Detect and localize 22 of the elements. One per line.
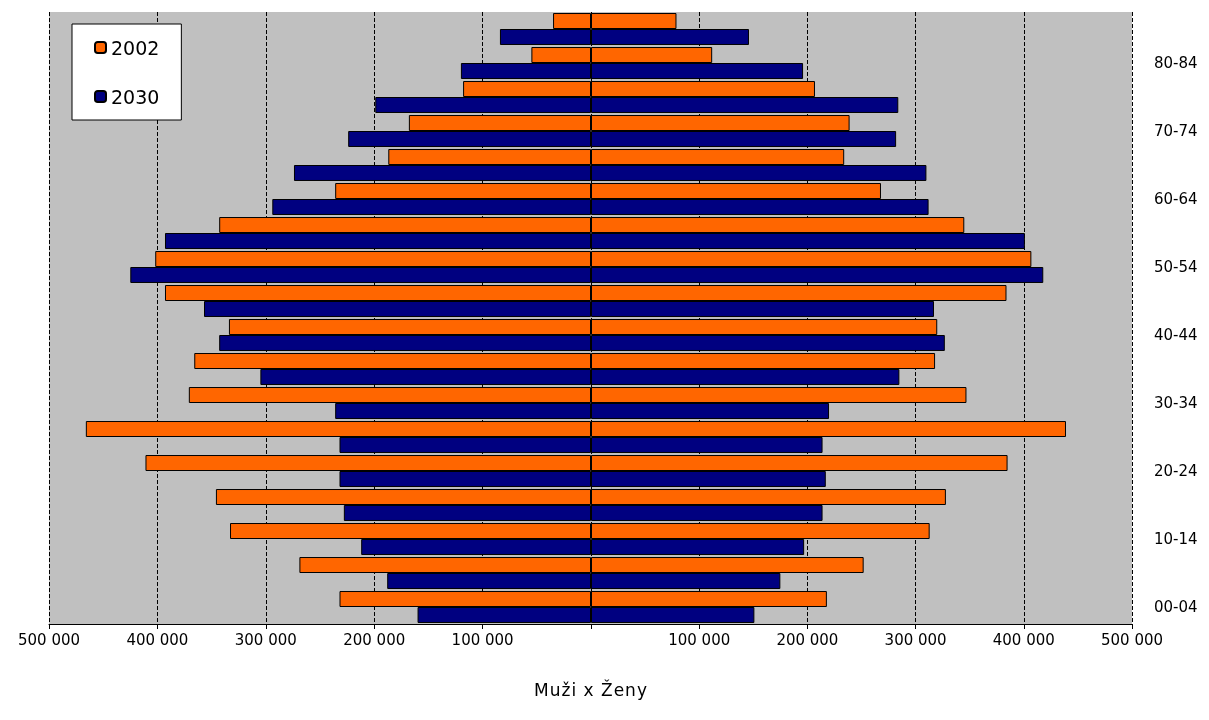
x-tick-label: 500 000 [1100, 630, 1164, 649]
x-tick-label: 100 000 [668, 630, 731, 649]
legend-label: 2030 [111, 85, 160, 108]
x-tick-label: 300 000 [884, 630, 947, 649]
x-tick-label: 200 000 [776, 630, 839, 649]
y-tick-label: 20-24 [1154, 462, 1198, 480]
y-tick-label: 50-54 [1154, 258, 1198, 276]
y-tick-label: 00-04 [1154, 598, 1198, 616]
x-tick-label: 300 000 [234, 630, 297, 649]
y-tick-label: 70-74 [1154, 122, 1198, 140]
legend-label: 2002 [111, 36, 160, 59]
x-tick-label: 400 000 [992, 630, 1055, 649]
x-tick-label: 500 000 [17, 630, 81, 649]
y-tick-label: 60-64 [1154, 190, 1198, 208]
y-tick-label: 10-14 [1154, 530, 1198, 548]
y-tick-label: 80-84 [1154, 54, 1198, 72]
x-tick-label: 200 000 [343, 630, 406, 649]
y-tick-label: 30-34 [1154, 394, 1198, 412]
y-tick-label: 40-44 [1154, 326, 1198, 344]
x-axis-title: Muži x Ženy [533, 680, 649, 700]
x-tick-label: 400 000 [126, 630, 189, 649]
x-tick-label: 100 000 [451, 630, 514, 649]
